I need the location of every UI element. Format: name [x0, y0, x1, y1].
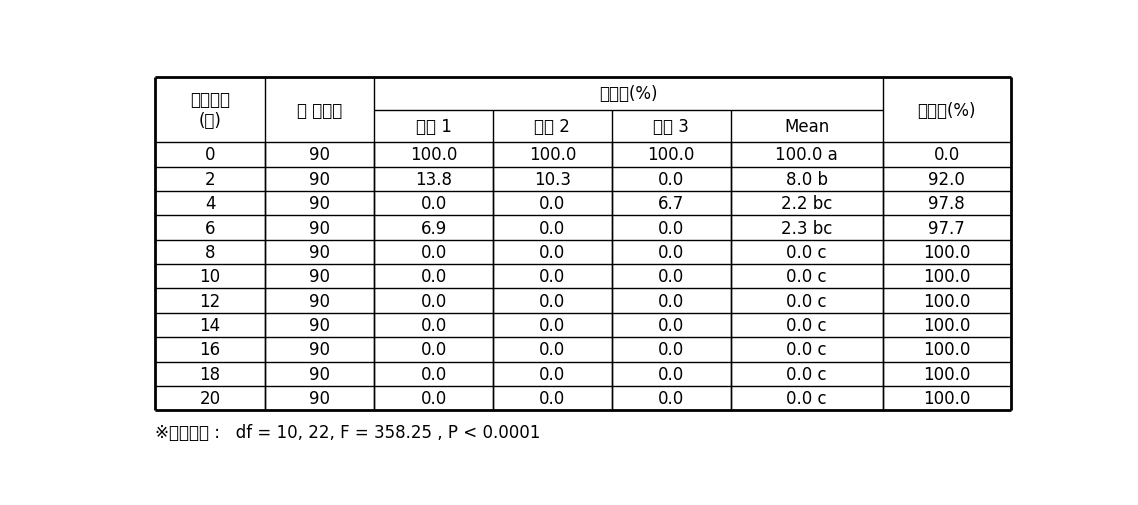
Text: 2: 2: [205, 171, 215, 188]
Text: 90: 90: [308, 171, 330, 188]
Text: 10: 10: [199, 268, 221, 286]
Text: 92.0: 92.0: [929, 171, 965, 188]
Text: 6: 6: [205, 219, 215, 237]
Text: 90: 90: [308, 146, 330, 164]
Text: 100.0: 100.0: [648, 146, 695, 164]
Text: 0: 0: [205, 146, 215, 164]
Text: 90: 90: [308, 219, 330, 237]
Text: 10.3: 10.3: [534, 171, 571, 188]
Text: 6.7: 6.7: [658, 195, 684, 213]
Text: 100.0: 100.0: [923, 243, 971, 262]
Text: 90: 90: [308, 195, 330, 213]
Text: 100.0: 100.0: [923, 268, 971, 286]
Text: 0.0: 0.0: [539, 292, 566, 310]
Text: 13.8: 13.8: [415, 171, 452, 188]
Text: 0.0: 0.0: [539, 389, 566, 408]
Text: 0.0: 0.0: [658, 268, 684, 286]
Text: 0.0: 0.0: [539, 365, 566, 383]
Text: 18: 18: [199, 365, 221, 383]
Text: ※통계분석 :   df = 10, 22, F = 358.25 , P < 0.0001: ※통계분석 : df = 10, 22, F = 358.25 , P < 0.…: [156, 423, 541, 441]
Text: 100.0: 100.0: [529, 146, 576, 164]
Text: 14: 14: [199, 317, 221, 334]
Text: 0.0: 0.0: [420, 195, 446, 213]
Text: 8.0 b: 8.0 b: [785, 171, 827, 188]
Text: 90: 90: [308, 341, 330, 359]
Text: 0.0: 0.0: [539, 317, 566, 334]
Text: 90: 90: [308, 292, 330, 310]
Text: 0.0: 0.0: [420, 292, 446, 310]
Text: 16: 16: [199, 341, 221, 359]
Text: 0.0: 0.0: [658, 243, 684, 262]
Text: 0.0: 0.0: [539, 195, 566, 213]
Text: 97.7: 97.7: [929, 219, 965, 237]
Text: 2.2 bc: 2.2 bc: [781, 195, 832, 213]
Text: 0.0: 0.0: [658, 219, 684, 237]
Text: 0.0 c: 0.0 c: [786, 243, 827, 262]
Text: 반복 1: 반복 1: [415, 118, 452, 136]
Text: 0.0: 0.0: [420, 365, 446, 383]
Text: 100.0: 100.0: [923, 341, 971, 359]
Text: 0.0: 0.0: [420, 268, 446, 286]
Text: 0.0: 0.0: [539, 341, 566, 359]
Text: 97.8: 97.8: [929, 195, 965, 213]
Text: 0.0: 0.0: [420, 341, 446, 359]
Text: 12: 12: [199, 292, 221, 310]
Text: 0.0 c: 0.0 c: [786, 389, 827, 408]
Text: 총 조사수: 총 조사수: [297, 102, 343, 120]
Text: 0.0: 0.0: [420, 243, 446, 262]
Text: 0.0 c: 0.0 c: [786, 268, 827, 286]
Text: 90: 90: [308, 243, 330, 262]
Text: 0.0: 0.0: [933, 146, 960, 164]
Text: 0.0: 0.0: [658, 341, 684, 359]
Text: 100.0: 100.0: [410, 146, 457, 164]
Text: 0.0 c: 0.0 c: [786, 365, 827, 383]
Text: 4: 4: [205, 195, 215, 213]
Text: 90: 90: [308, 317, 330, 334]
Text: 0.0: 0.0: [658, 171, 684, 188]
Text: 처리시간
(일): 처리시간 (일): [190, 91, 230, 130]
Text: 90: 90: [308, 268, 330, 286]
Text: 20: 20: [199, 389, 221, 408]
Text: 0.0: 0.0: [539, 219, 566, 237]
Text: 100.0: 100.0: [923, 292, 971, 310]
Text: 0.0: 0.0: [658, 389, 684, 408]
Text: 사망률(%): 사망률(%): [917, 102, 976, 120]
Text: 100.0: 100.0: [923, 317, 971, 334]
Text: 0.0: 0.0: [420, 389, 446, 408]
Text: 100.0: 100.0: [923, 365, 971, 383]
Text: 0.0: 0.0: [420, 317, 446, 334]
Text: Mean: Mean: [784, 118, 830, 136]
Text: 0.0: 0.0: [539, 243, 566, 262]
Text: 반복 2: 반복 2: [535, 118, 570, 136]
Text: 0.0: 0.0: [539, 268, 566, 286]
Text: 8: 8: [205, 243, 215, 262]
Text: 생존율(%): 생존율(%): [599, 85, 658, 104]
Text: 0.0 c: 0.0 c: [786, 292, 827, 310]
Text: 100.0: 100.0: [923, 389, 971, 408]
Text: 6.9: 6.9: [420, 219, 446, 237]
Text: 0.0: 0.0: [658, 292, 684, 310]
Text: 반복 3: 반복 3: [653, 118, 690, 136]
Text: 0.0: 0.0: [658, 365, 684, 383]
Text: 100.0 a: 100.0 a: [775, 146, 838, 164]
Text: 2.3 bc: 2.3 bc: [781, 219, 832, 237]
Text: 0.0 c: 0.0 c: [786, 317, 827, 334]
Text: 0.0: 0.0: [658, 317, 684, 334]
Text: 0.0 c: 0.0 c: [786, 341, 827, 359]
Text: 90: 90: [308, 389, 330, 408]
Text: 90: 90: [308, 365, 330, 383]
